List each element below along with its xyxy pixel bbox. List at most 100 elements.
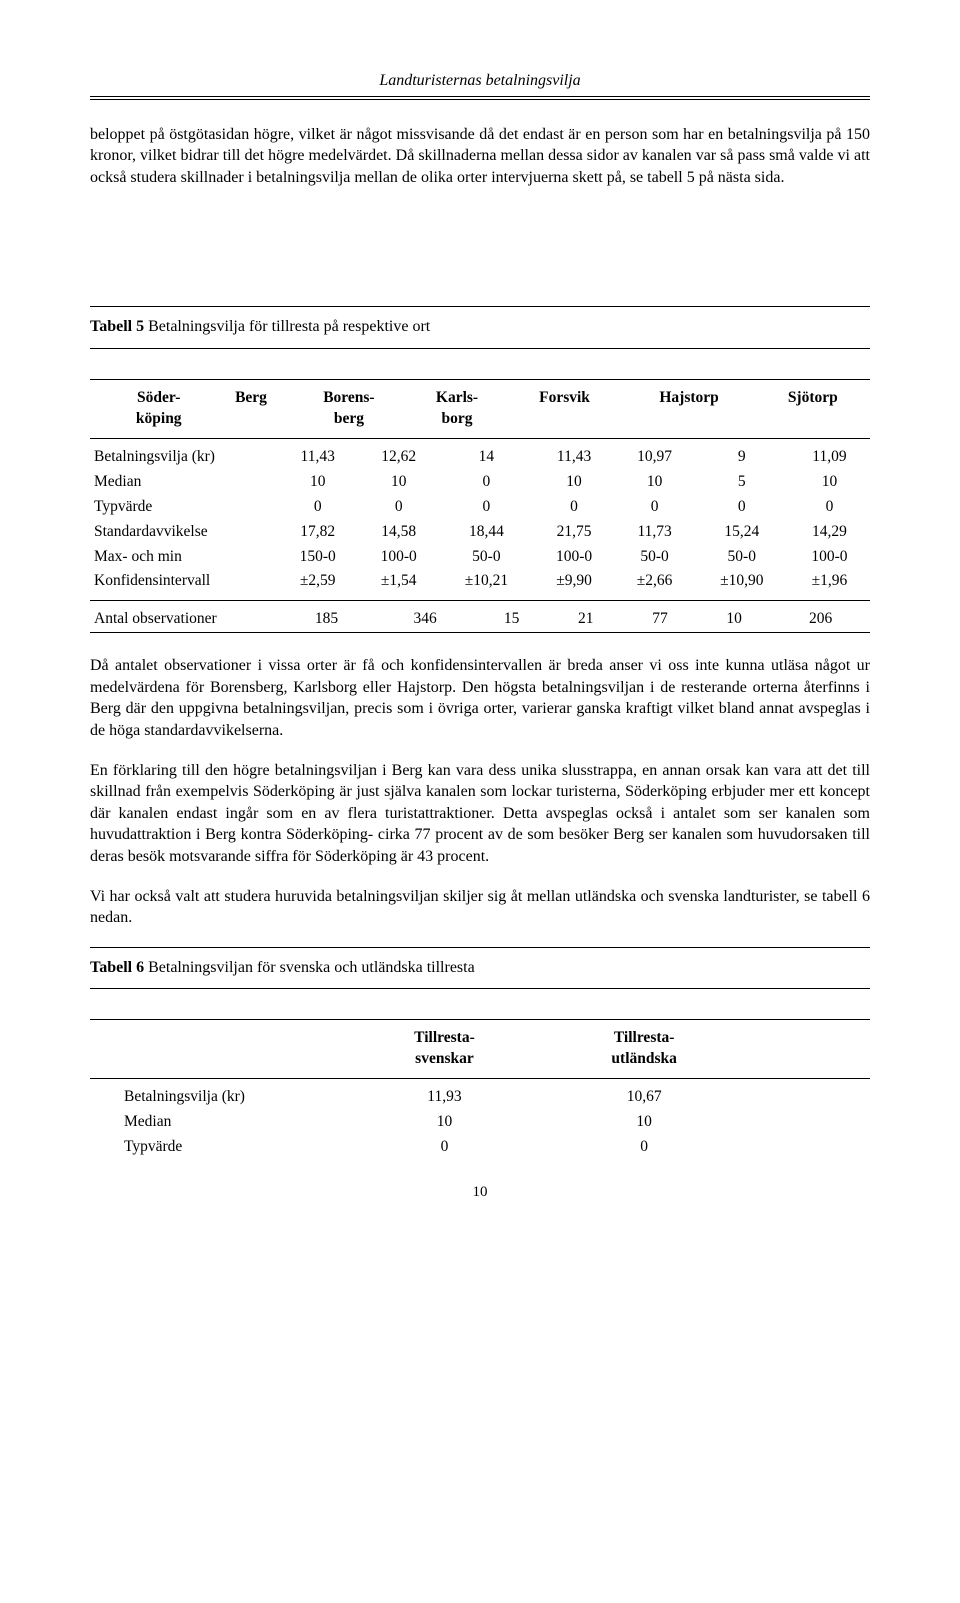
table5-cell: 0 (439, 470, 533, 495)
page-number: 10 (90, 1182, 870, 1202)
table6-cell: 11,93 (345, 1085, 545, 1110)
table5-cell: ±1,96 (789, 569, 870, 594)
table5-cell: ±9,90 (534, 569, 615, 594)
table6-row-label: Typvärde (120, 1135, 345, 1160)
table5-cell: 0 (358, 495, 439, 520)
table5-cell: 12,62 (358, 445, 439, 470)
table-row: Typvärde00 (120, 1135, 744, 1160)
table-row: Konfidensintervall±2,59±1,54±10,21±9,90±… (90, 569, 870, 594)
after-table5-p2: En förklaring till den högre betalningsv… (90, 760, 870, 868)
table5-caption: Tabell 5 Betalningsvilja för tillresta p… (90, 313, 870, 342)
table5-rule-under-caption (90, 348, 870, 349)
table5-cell: 15,24 (695, 520, 789, 545)
table5-cell: 11,43 (534, 445, 615, 470)
table5-col-soderkoping-l1: Söder- (137, 389, 180, 406)
table6-col-empty (120, 1026, 345, 1072)
table5-cell: 5 (695, 470, 789, 495)
table5-col-karlsborg: Karls- borg (408, 386, 507, 432)
table6-header-top-rule (90, 1019, 870, 1020)
after-table5-p3: Vi har också valt att studera huruvida b… (90, 886, 870, 929)
table5-cell: 11,73 (615, 520, 695, 545)
table5-footer-c6: 10 (697, 607, 771, 632)
table5-cell: 100-0 (358, 545, 439, 570)
table6-cell: 10,67 (544, 1085, 744, 1110)
table5-cell: ±2,66 (615, 569, 695, 594)
table5-top-rule (90, 306, 870, 307)
table5-col-empty (90, 386, 106, 432)
table-row: Median1010 (120, 1110, 744, 1135)
table6-col-utlandska-l1: Tillresta- (614, 1029, 675, 1046)
table5-cell: 11,43 (277, 445, 358, 470)
table5-cell: 100-0 (789, 545, 870, 570)
table5-body-bottom-rule (90, 600, 870, 601)
table6-col-svenskar-l1: Tillresta- (414, 1029, 475, 1046)
table5-footer-c4: 21 (549, 607, 623, 632)
table5-col-forsvik: Forsvik (507, 386, 623, 432)
table5-row-label: Konfidensintervall (90, 569, 277, 594)
table-row: Median101001010510 (90, 470, 870, 495)
table5-cell: 14,29 (789, 520, 870, 545)
table-row: Betalningsvilja (kr)11,9310,67 (120, 1085, 744, 1110)
intro-paragraph-1: beloppet på östgötasidan högre, vilket ä… (90, 124, 870, 189)
table5-cell: 10 (358, 470, 439, 495)
table5-col-soderkoping: Söder- köping (106, 386, 212, 432)
table5-cell: 18,44 (439, 520, 533, 545)
table5-cell: 50-0 (695, 545, 789, 570)
table5-footer-row: Antal observationer 185 346 15 21 77 10 … (90, 607, 870, 632)
table5-row-label: Max- och min (90, 545, 277, 570)
table5-cell: 14,58 (358, 520, 439, 545)
table6-caption-bold: Tabell 6 (90, 959, 144, 976)
table6-col-utlandska-l2: utländska (611, 1050, 676, 1067)
table5-col-karlsborg-l1: Karls- (436, 389, 478, 406)
table5-caption-bold: Tabell 5 (90, 318, 144, 335)
table5-gap (90, 355, 870, 373)
table5-cell: 150-0 (277, 545, 358, 570)
table5-footer-c3: 15 (475, 607, 549, 632)
table5-row-label: Standardavvikelse (90, 520, 277, 545)
table5: Söder- köping Berg Borens- berg Karls- b… (90, 386, 870, 432)
table6-block: Tabell 6 Betalningsviljan för svenska oc… (90, 947, 870, 1160)
table5-header-bottom-rule (90, 438, 870, 439)
table-row: Betalningsvilja (kr)11,4312,621411,4310,… (90, 445, 870, 470)
table6: Tillresta- svenskar Tillresta- utländska (120, 1026, 744, 1072)
table6-cell: 0 (345, 1135, 545, 1160)
table5-col-borensberg: Borens- berg (290, 386, 407, 432)
table5-cell: 11,09 (789, 445, 870, 470)
table5-footer-c1: 185 (277, 607, 376, 632)
table6-caption: Tabell 6 Betalningsviljan för svenska oc… (90, 954, 870, 983)
table5-footer-label: Antal observationer (90, 607, 277, 632)
table5-col-soderkoping-l2: köping (136, 410, 182, 427)
table5-footer: Antal observationer 185 346 15 21 77 10 … (90, 607, 870, 632)
table5-cell: 17,82 (277, 520, 358, 545)
table5-cell: 21,75 (534, 520, 615, 545)
table5-cell: 0 (277, 495, 358, 520)
table5-header-row: Söder- köping Berg Borens- berg Karls- b… (90, 386, 870, 432)
table6-col-utlandska: Tillresta- utländska (544, 1026, 744, 1072)
table5-caption-rest: Betalningsvilja för tillresta på respekt… (144, 318, 430, 335)
table5-header-top-rule (90, 379, 870, 380)
table6-cell: 10 (544, 1110, 744, 1135)
table5-cell: 0 (615, 495, 695, 520)
table5-col-sjotorp: Sjötorp (756, 386, 870, 432)
header-rule-thin (90, 99, 870, 100)
table-row: Standardavvikelse17,8214,5818,4421,7511,… (90, 520, 870, 545)
table5-cell: 10 (789, 470, 870, 495)
table5-cell: 10 (615, 470, 695, 495)
vertical-gap (90, 206, 870, 306)
table5-cell: ±2,59 (277, 569, 358, 594)
table5-footer-c7: 206 (771, 607, 870, 632)
table5-row-label: Median (90, 470, 277, 495)
table5-row-label: Typvärde (90, 495, 277, 520)
table6-row-label: Betalningsvilja (kr) (120, 1085, 345, 1110)
table6-header-row: Tillresta- svenskar Tillresta- utländska (120, 1026, 744, 1072)
page-header-title: Landturisternas betalningsvilja (90, 70, 870, 96)
table5-cell: 0 (534, 495, 615, 520)
table5-col-karlsborg-l2: borg (442, 410, 473, 427)
table-row: Max- och min150-0100-050-0100-050-050-01… (90, 545, 870, 570)
table5-cell: 50-0 (439, 545, 533, 570)
table6-cell: 0 (544, 1135, 744, 1160)
table5-cell: 0 (789, 495, 870, 520)
table5-row-label: Betalningsvilja (kr) (90, 445, 277, 470)
table5-col-borensberg-l2: berg (334, 410, 364, 427)
table6-row-label: Median (120, 1110, 345, 1135)
